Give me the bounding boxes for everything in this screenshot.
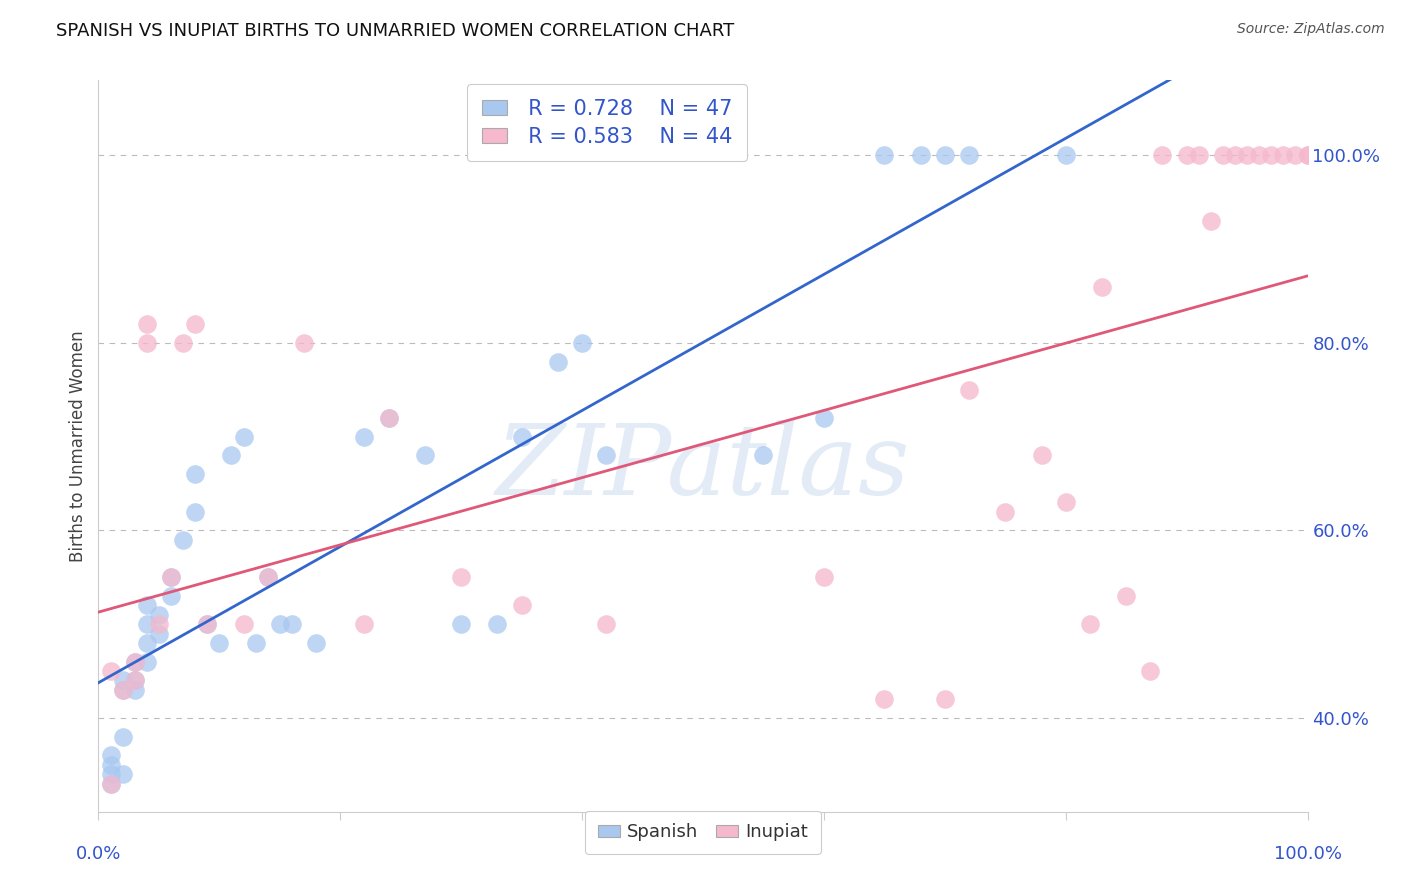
Point xyxy=(111,673,134,688)
Point xyxy=(1175,148,1198,162)
Point xyxy=(813,570,835,584)
Point xyxy=(245,636,267,650)
Point xyxy=(873,692,896,706)
Point xyxy=(413,449,436,463)
Point xyxy=(160,570,183,584)
Point xyxy=(221,449,243,463)
Point xyxy=(124,673,146,688)
Point xyxy=(148,617,170,632)
Point xyxy=(353,617,375,632)
Point xyxy=(135,599,157,613)
Text: ZIPatlas: ZIPatlas xyxy=(496,420,910,516)
Point xyxy=(752,449,775,463)
Point xyxy=(135,317,157,331)
Point xyxy=(100,776,122,790)
Point xyxy=(135,335,157,350)
Point xyxy=(124,673,146,688)
Legend: Spanish, Inupiat: Spanish, Inupiat xyxy=(585,811,821,854)
Point xyxy=(269,617,291,632)
Point xyxy=(100,776,122,790)
Point xyxy=(486,617,509,632)
Point xyxy=(1212,148,1234,162)
Point xyxy=(100,664,122,678)
Point xyxy=(148,607,170,622)
Point xyxy=(571,335,593,350)
Point xyxy=(450,570,472,584)
Point xyxy=(232,429,254,443)
Point xyxy=(305,636,328,650)
Point xyxy=(172,335,194,350)
Point xyxy=(934,148,956,162)
Point xyxy=(1054,148,1077,162)
Point xyxy=(135,655,157,669)
Point xyxy=(873,148,896,162)
Point xyxy=(111,730,134,744)
Point xyxy=(195,617,218,632)
Point xyxy=(184,317,207,331)
Point xyxy=(510,429,533,443)
Point xyxy=(813,410,835,425)
Point xyxy=(172,533,194,547)
Point xyxy=(160,570,183,584)
Point xyxy=(1199,214,1222,228)
Point xyxy=(256,570,278,584)
Point xyxy=(281,617,304,632)
Point xyxy=(1188,148,1211,162)
Point xyxy=(1152,148,1174,162)
Point xyxy=(124,682,146,697)
Point xyxy=(100,748,122,763)
Point xyxy=(1031,449,1053,463)
Point xyxy=(957,383,980,397)
Point xyxy=(1078,617,1101,632)
Point xyxy=(100,767,122,781)
Point xyxy=(292,335,315,350)
Point xyxy=(1284,148,1306,162)
Point xyxy=(1296,148,1319,162)
Point xyxy=(1236,148,1258,162)
Point xyxy=(100,757,122,772)
Point xyxy=(1223,148,1246,162)
Point xyxy=(160,589,183,603)
Point xyxy=(135,617,157,632)
Point xyxy=(377,410,399,425)
Point xyxy=(208,636,231,650)
Point xyxy=(1054,495,1077,509)
Point xyxy=(124,655,146,669)
Point xyxy=(184,467,207,482)
Point xyxy=(934,692,956,706)
Point xyxy=(124,655,146,669)
Text: SPANISH VS INUPIAT BIRTHS TO UNMARRIED WOMEN CORRELATION CHART: SPANISH VS INUPIAT BIRTHS TO UNMARRIED W… xyxy=(56,22,734,40)
Point xyxy=(195,617,218,632)
Point xyxy=(994,505,1017,519)
Point xyxy=(1260,148,1282,162)
Text: Source: ZipAtlas.com: Source: ZipAtlas.com xyxy=(1237,22,1385,37)
Point xyxy=(148,626,170,640)
Point xyxy=(1091,279,1114,293)
Y-axis label: Births to Unmarried Women: Births to Unmarried Women xyxy=(69,330,87,562)
Text: 100.0%: 100.0% xyxy=(1274,845,1341,863)
Point xyxy=(1139,664,1161,678)
Point xyxy=(595,449,617,463)
Point xyxy=(353,429,375,443)
Point xyxy=(595,617,617,632)
Point xyxy=(957,148,980,162)
Point xyxy=(910,148,932,162)
Point xyxy=(111,682,134,697)
Text: 0.0%: 0.0% xyxy=(76,845,121,863)
Point xyxy=(510,599,533,613)
Point xyxy=(111,767,134,781)
Point xyxy=(1115,589,1137,603)
Point xyxy=(1296,148,1319,162)
Point xyxy=(184,505,207,519)
Point xyxy=(377,410,399,425)
Point xyxy=(1249,148,1271,162)
Point xyxy=(111,682,134,697)
Point xyxy=(256,570,278,584)
Point xyxy=(135,636,157,650)
Point xyxy=(232,617,254,632)
Point xyxy=(547,354,569,368)
Point xyxy=(1272,148,1295,162)
Point xyxy=(450,617,472,632)
